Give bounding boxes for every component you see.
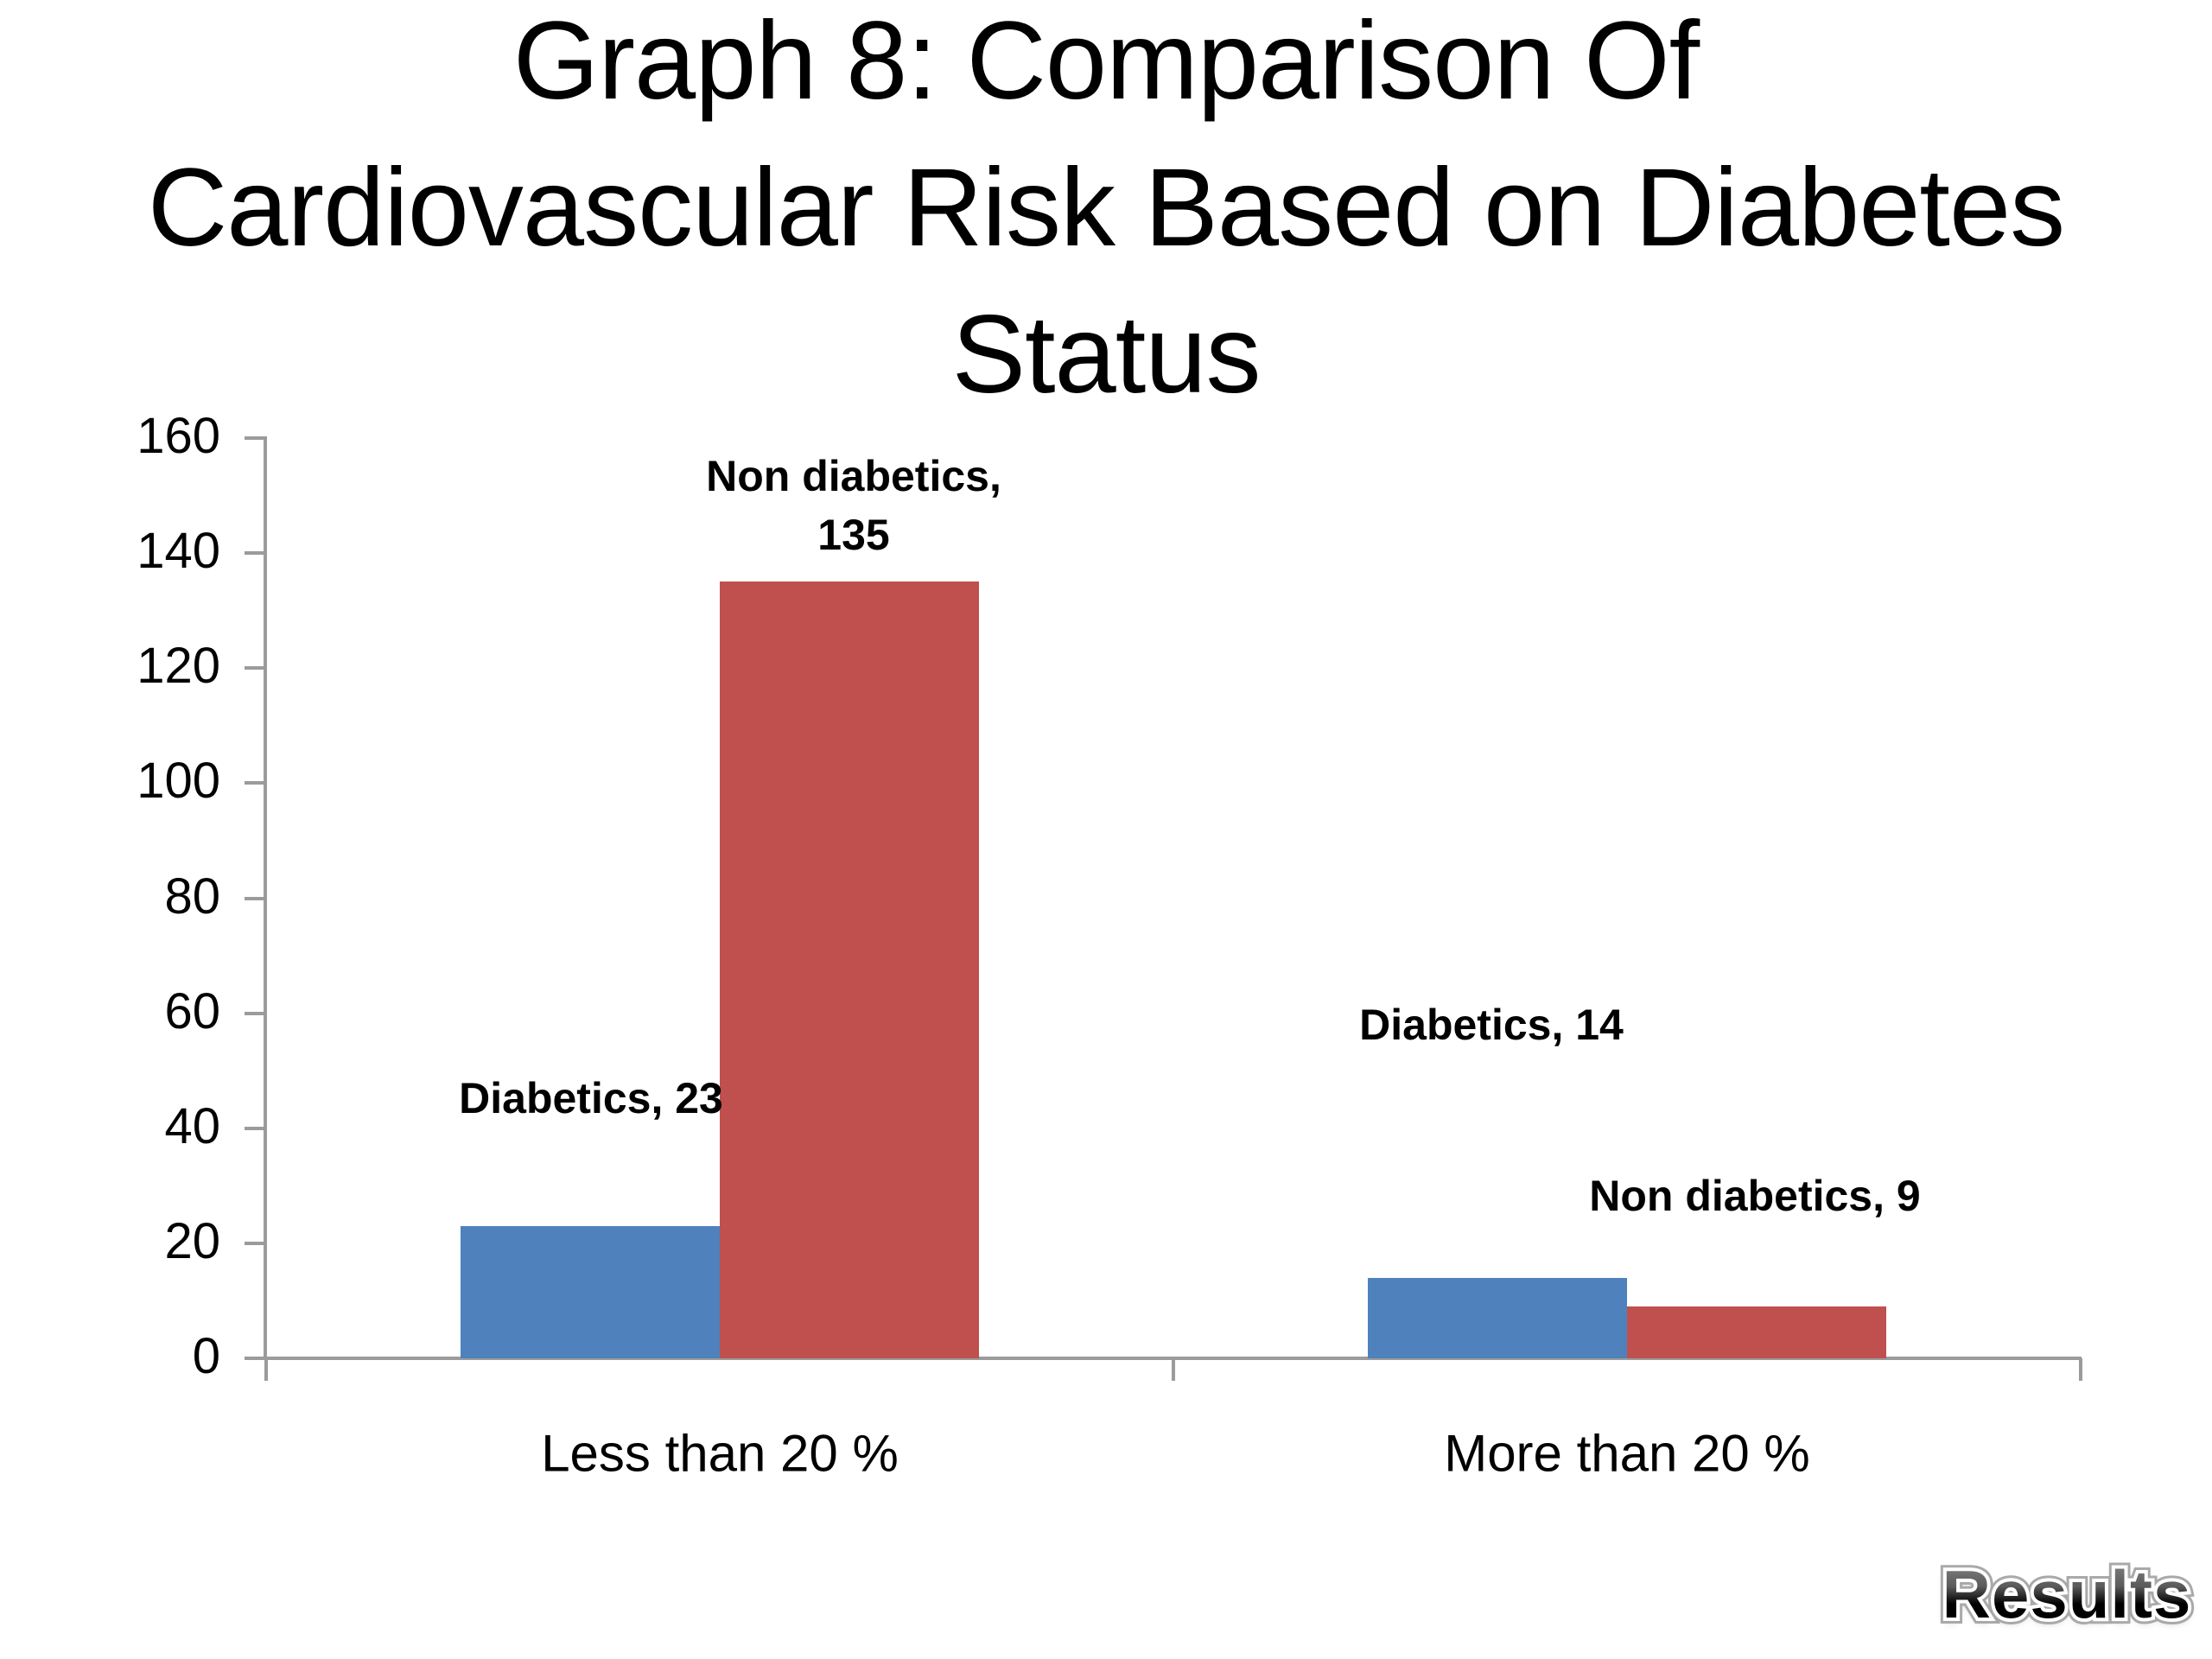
y-axis-tick-label-0: 0 <box>192 1327 220 1384</box>
data-label-diabetics-more-than-20: Diabetics, 14 <box>1359 1001 1624 1049</box>
data-label-non-diabetics-more-than-20: Non diabetics, 9 <box>1589 1172 1921 1220</box>
y-axis-tick-40 <box>245 1127 264 1130</box>
results-wordart-white-stroke: Results <box>1920 1553 2212 1636</box>
y-axis-tick-140 <box>245 551 264 555</box>
chart-title: Graph 8: Comparison Of Cardiovascular Ri… <box>0 0 2212 429</box>
y-axis-tick-label-160: 160 <box>137 407 220 464</box>
bar-non-diabetics-less-than-20 <box>720 582 979 1358</box>
y-axis-tick-label-80: 80 <box>164 868 220 925</box>
category-label-less-than-20: Less than 20 % <box>541 1424 899 1483</box>
x-axis-tick-2 <box>2079 1358 2082 1381</box>
category-label-more-than-20: More than 20 % <box>1444 1424 1810 1483</box>
y-axis-line <box>264 436 267 1360</box>
y-axis-tick-120 <box>245 666 264 670</box>
results-wordart: Results Results Results <box>1920 1550 2212 1650</box>
y-axis-tick-label-100: 100 <box>137 752 220 809</box>
bar-diabetics-more-than-20 <box>1368 1278 1627 1358</box>
y-axis-tick-label-140: 140 <box>137 522 220 579</box>
chart-title-line-2: Cardiovascular Risk Based on Diabetes <box>147 146 2065 270</box>
results-wordart-text: Results <box>1920 1555 2212 1634</box>
bar-non-diabetics-more-than-20 <box>1627 1306 1886 1358</box>
y-axis-tick-label-60: 60 <box>164 982 220 1039</box>
y-axis-tick-label-40: 40 <box>164 1097 220 1154</box>
x-axis-tick-1 <box>1172 1358 1175 1381</box>
y-axis-tick-80 <box>245 897 264 900</box>
chart-title-line-1: Graph 8: Comparison Of <box>512 0 1700 123</box>
x-axis-tick-0 <box>264 1358 268 1381</box>
y-axis-tick-label-20: 20 <box>164 1212 220 1269</box>
data-label-non-diabetics-less-than-20: Non diabetics, 135 <box>706 452 1001 559</box>
y-axis-tick-0 <box>245 1357 264 1360</box>
bar-diabetics-less-than-20 <box>461 1226 720 1358</box>
chart-title-line-3: Status <box>951 293 1262 416</box>
y-axis-tick-60 <box>245 1012 264 1015</box>
y-axis-tick-160 <box>245 436 264 440</box>
results-wordart-outline: Results <box>1920 1550 2212 1638</box>
y-axis-tick-label-120: 120 <box>137 637 220 694</box>
y-axis-tick-100 <box>245 781 264 785</box>
y-axis-tick-20 <box>245 1242 264 1245</box>
data-label-diabetics-less-than-20: Diabetics, 23 <box>459 1074 723 1122</box>
